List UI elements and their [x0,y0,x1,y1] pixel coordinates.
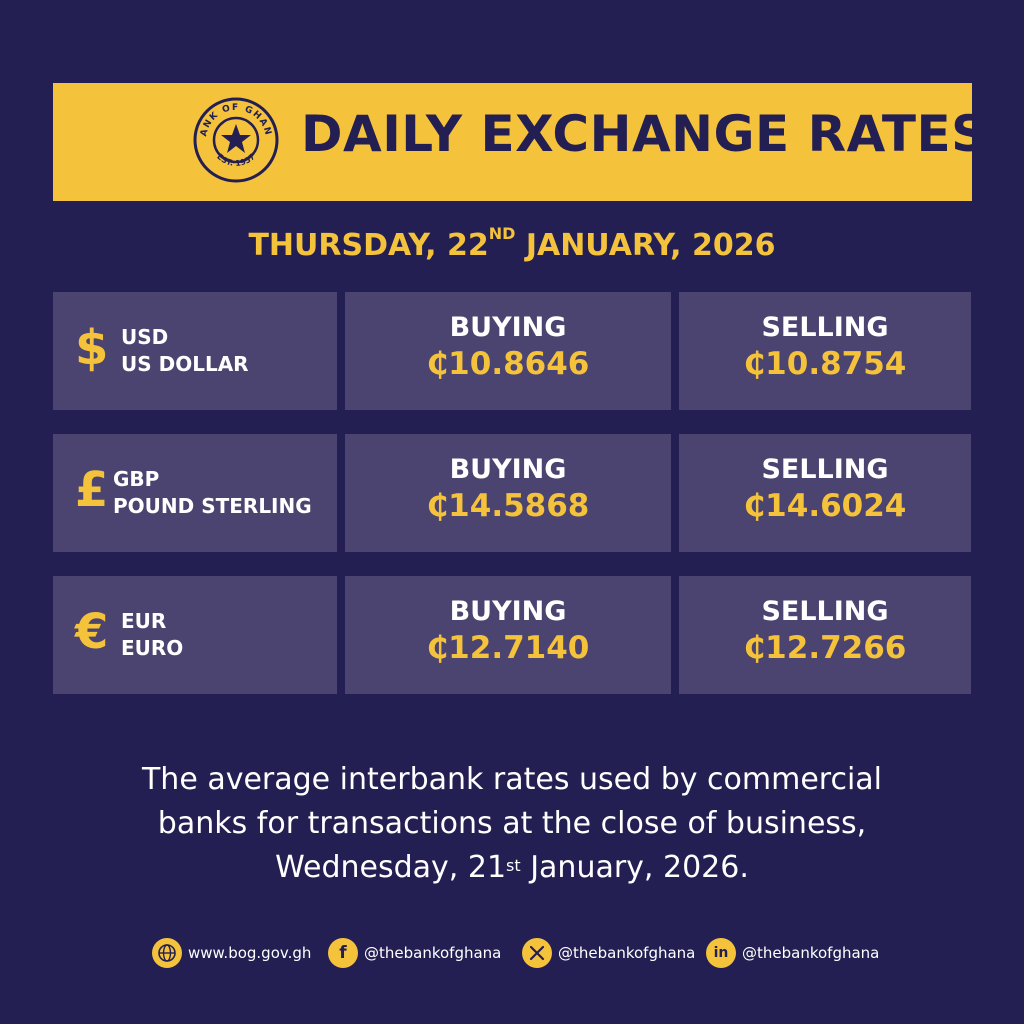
buying-cell-gbp: BUYING ₵14.5868 [345,434,671,552]
currency-name: US DOLLAR [121,352,249,376]
currency-cell-usd: $ USD US DOLLAR [53,292,337,410]
buying-label: BUYING [449,454,567,485]
currency-cell-eur: € EUR EURO [53,576,337,694]
footnote-line: Wednesday, 21st January, 2026. [275,850,749,885]
rate-date: THURSDAY, 22ND JANUARY, 2026 [248,224,776,263]
globe-icon [152,938,182,968]
linkedin-handle: @thebankofghana [742,944,880,962]
currency-name: EURO [121,636,184,660]
facebook-link[interactable]: f @thebankofghana [328,936,501,970]
selling-label: SELLING [761,454,889,485]
selling-rate: ₵10.8754 [743,346,907,382]
selling-rate: ₵12.7266 [743,630,907,666]
footnote-line: banks for transactions at the close of b… [157,806,867,841]
buying-rate: ₵10.8646 [426,346,590,382]
rates-footnote: The average interbank rates used by comm… [0,758,1024,890]
currency-cell-gbp: £ GBP POUND STERLING [53,434,337,552]
selling-label: SELLING [761,312,889,343]
linkedin-link[interactable]: in @thebankofghana [706,936,879,970]
page-title: DAILY EXCHANGE RATES [301,105,988,163]
x-icon [522,938,552,968]
website-text: www.bog.gov.gh [188,944,312,962]
currency-code: EUR [121,609,167,633]
bank-of-ghana-seal-logo: BANK OF GHANA EST. 1957 [193,97,279,183]
currency-name: POUND STERLING [113,494,312,518]
selling-rate: ₵14.6024 [743,488,907,524]
buying-cell-eur: BUYING ₵12.7140 [345,576,671,694]
euro-icon: € [75,604,109,660]
buying-label: BUYING [449,596,567,627]
selling-label: SELLING [761,596,889,627]
selling-cell-eur: SELLING ₵12.7266 [679,576,971,694]
pound-icon: £ [75,462,109,518]
currency-code: USD [121,325,169,349]
selling-cell-gbp: SELLING ₵14.6024 [679,434,971,552]
x-link[interactable]: @thebankofghana [522,936,695,970]
facebook-icon: f [328,938,358,968]
website-link[interactable]: www.bog.gov.gh [152,936,311,970]
buying-rate: ₵12.7140 [426,630,590,666]
linkedin-icon: in [706,938,736,968]
buying-label: BUYING [449,312,567,343]
currency-code: GBP [113,467,160,491]
buying-cell-usd: BUYING ₵10.8646 [345,292,671,410]
x-handle: @thebankofghana [558,944,696,962]
selling-cell-usd: SELLING ₵10.8754 [679,292,971,410]
facebook-handle: @thebankofghana [364,944,502,962]
dollar-icon: $ [75,320,109,376]
buying-rate: ₵14.5868 [426,488,590,524]
footnote-line: The average interbank rates used by comm… [141,762,883,797]
header-banner: BANK OF GHANA EST. 1957 DAILY EXCHANGE R… [53,83,987,201]
